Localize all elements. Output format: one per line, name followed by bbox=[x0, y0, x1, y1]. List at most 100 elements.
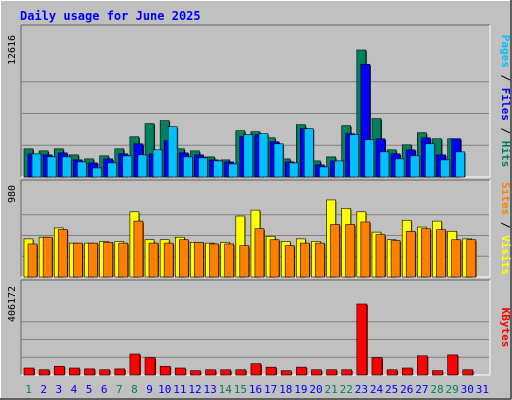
bar-kbytes bbox=[144, 357, 156, 376]
bar-pages bbox=[440, 159, 450, 178]
bar-sites bbox=[375, 234, 386, 278]
day-label: 8 bbox=[131, 383, 138, 396]
bar-sites bbox=[73, 242, 83, 278]
legend-part: KBytes bbox=[499, 308, 512, 348]
bar-sites bbox=[345, 224, 356, 278]
bar-kbytes bbox=[84, 368, 95, 376]
day-label: 29 bbox=[446, 383, 459, 396]
bar-kbytes bbox=[356, 303, 368, 376]
series-legend: Pages / Files / Hits bbox=[499, 35, 512, 168]
bar-sites bbox=[194, 241, 204, 278]
legend-part: / bbox=[499, 121, 512, 141]
bar-pages bbox=[349, 134, 360, 178]
panel-kbytes: 406172 KBytes bbox=[7, 279, 512, 376]
bar-kbytes bbox=[386, 369, 398, 376]
day-label: 1 bbox=[25, 383, 32, 396]
bar-sites bbox=[254, 228, 265, 278]
bar-sites bbox=[421, 228, 431, 278]
day-label: 14 bbox=[219, 383, 233, 396]
bar-pages bbox=[243, 134, 254, 178]
bar-kbytes bbox=[235, 369, 247, 376]
bar-pages bbox=[425, 143, 435, 178]
bar-sites bbox=[390, 240, 401, 278]
bar-kbytes bbox=[174, 367, 186, 376]
panel-area bbox=[21, 280, 490, 375]
bar-sites bbox=[27, 243, 38, 278]
bar-sites bbox=[88, 242, 98, 278]
bar-pages bbox=[409, 155, 420, 178]
bar-pages bbox=[394, 158, 405, 178]
bar-sites bbox=[300, 242, 310, 278]
bar-pages bbox=[77, 161, 87, 178]
bar-kbytes bbox=[114, 368, 126, 376]
bar-kbytes bbox=[432, 370, 443, 376]
bar-pages bbox=[137, 154, 148, 178]
bar-sites bbox=[284, 245, 295, 278]
day-label: 31 bbox=[476, 383, 489, 396]
bar-sites bbox=[42, 236, 53, 278]
legend-part: Sites bbox=[499, 182, 512, 215]
day-axis-labels: 1 2 3 4 5 6 7 8 9 10 11 12 13 14 15 16 17 18 19 20 21 22 23 24 2… bbox=[25, 383, 489, 396]
panel-visits-sites: 980 Sites / Visits bbox=[7, 179, 512, 278]
bar-kbytes bbox=[401, 367, 413, 376]
bar-kbytes bbox=[53, 365, 65, 376]
bar-kbytes bbox=[159, 365, 171, 376]
day-label: 6 bbox=[101, 383, 108, 396]
bar-pages bbox=[122, 155, 133, 178]
legend-part: / bbox=[499, 215, 512, 235]
day-label: 22 bbox=[340, 383, 353, 396]
day-label: 28 bbox=[430, 383, 443, 396]
day-label: 7 bbox=[116, 383, 123, 396]
legend-part: / bbox=[499, 68, 512, 88]
legend-part: Pages bbox=[499, 35, 512, 68]
bar-kbytes bbox=[129, 353, 141, 376]
bar-pages bbox=[288, 162, 299, 178]
day-label: 3 bbox=[56, 383, 63, 396]
bar-pages bbox=[61, 156, 72, 178]
y-max-label: 406172 bbox=[7, 286, 18, 322]
bar-pages bbox=[107, 162, 117, 178]
bar-kbytes bbox=[417, 355, 428, 376]
bar-pages bbox=[334, 160, 344, 178]
day-label: 11 bbox=[173, 383, 186, 396]
bar-sites bbox=[451, 239, 461, 278]
bar-pages bbox=[92, 167, 102, 178]
day-label: 2 bbox=[40, 383, 47, 396]
bar-pages bbox=[304, 128, 314, 178]
bar-kbytes bbox=[220, 369, 231, 376]
bar-sites bbox=[57, 229, 68, 278]
bar-sites bbox=[224, 243, 234, 278]
day-label: 4 bbox=[71, 383, 78, 396]
bar-pages bbox=[258, 133, 269, 178]
bar-kbytes bbox=[69, 367, 80, 376]
bar-sites bbox=[315, 242, 325, 278]
bar-pages bbox=[182, 156, 193, 178]
day-label: 23 bbox=[355, 383, 368, 396]
bar-sites bbox=[133, 220, 144, 278]
bar-sites bbox=[330, 224, 340, 278]
bar-sites bbox=[466, 239, 477, 278]
day-label: 16 bbox=[249, 383, 262, 396]
day-label: 25 bbox=[385, 383, 398, 396]
legend-part: Files bbox=[499, 88, 512, 121]
y-max-label: 12616 bbox=[7, 35, 18, 65]
day-label: 27 bbox=[415, 383, 428, 396]
bar-sites bbox=[436, 229, 446, 278]
bar-pages bbox=[213, 160, 223, 178]
bar-kbytes bbox=[38, 369, 50, 376]
bar-kbytes bbox=[462, 369, 474, 376]
day-label: 21 bbox=[325, 383, 338, 396]
bar-pages bbox=[273, 143, 284, 178]
bar-kbytes bbox=[190, 370, 201, 376]
day-label: 13 bbox=[203, 383, 216, 396]
day-label: 18 bbox=[279, 383, 292, 396]
bar-sites bbox=[148, 242, 159, 278]
bar-sites bbox=[209, 243, 219, 278]
bar-pages bbox=[455, 151, 465, 178]
bar-kbytes bbox=[99, 369, 110, 376]
bar-sites bbox=[405, 230, 416, 278]
day-label: 24 bbox=[370, 383, 384, 396]
day-label: 10 bbox=[158, 383, 171, 396]
day-label: 26 bbox=[400, 383, 413, 396]
